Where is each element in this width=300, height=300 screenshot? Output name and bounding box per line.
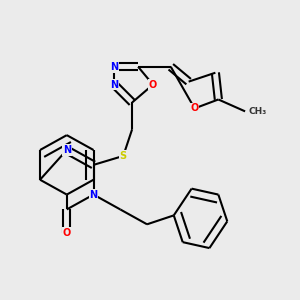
- Text: CH₃: CH₃: [248, 107, 266, 116]
- Text: N: N: [110, 80, 118, 90]
- Text: N: N: [110, 62, 118, 72]
- Text: O: O: [190, 103, 199, 113]
- Text: S: S: [120, 151, 127, 161]
- Text: O: O: [149, 80, 157, 90]
- Text: N: N: [89, 190, 98, 200]
- Text: N: N: [63, 145, 71, 155]
- Text: O: O: [63, 228, 71, 238]
